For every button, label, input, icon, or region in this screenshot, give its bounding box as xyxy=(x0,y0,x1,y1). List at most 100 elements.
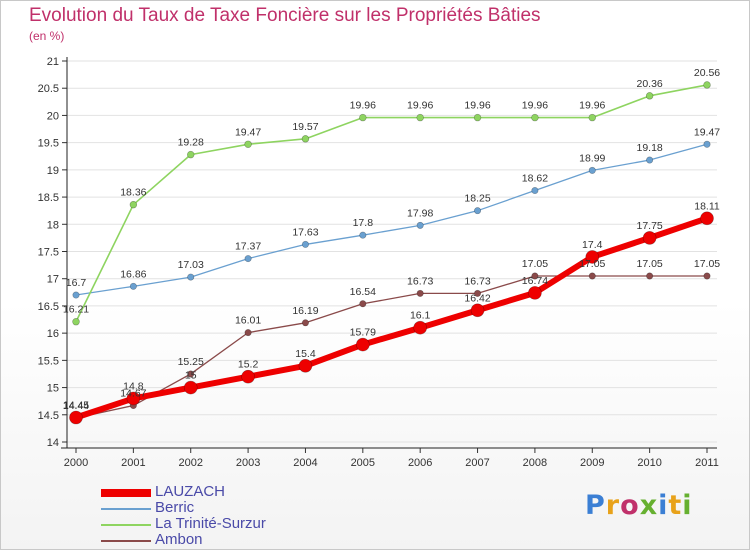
x-tick-label: 2002 xyxy=(178,457,202,469)
data-point-la-trinit-surzur xyxy=(187,150,195,159)
x-tick-label: 2005 xyxy=(351,457,375,469)
x-tick-label: 2000 xyxy=(64,457,88,469)
data-label-berric: 17.98 xyxy=(407,207,433,219)
data-label-la-trinit-surzur: 19.96 xyxy=(522,100,548,112)
logo-letter: P xyxy=(585,490,606,521)
data-label-la-trinit-surzur: 16.21 xyxy=(63,304,89,316)
legend-swatch xyxy=(101,524,151,526)
data-label-berric: 19.18 xyxy=(636,142,662,154)
data-label-lauzach: 16.1 xyxy=(410,310,431,322)
data-point-berric xyxy=(588,166,596,174)
data-point-la-trinit-surzur xyxy=(416,113,424,122)
data-point-la-trinit-surzur xyxy=(588,113,596,122)
data-point-ambon xyxy=(416,289,424,297)
data-label-lauzach: 18.11 xyxy=(694,200,720,212)
data-point-la-trinit-surzur xyxy=(129,200,138,209)
data-point-lauzach xyxy=(298,358,313,373)
data-point-berric xyxy=(703,140,711,148)
data-point-lauzach xyxy=(470,303,485,318)
data-point-la-trinit-surzur xyxy=(72,318,80,326)
x-tick-label: 2004 xyxy=(293,457,317,469)
data-label-ambon: 17.05 xyxy=(636,258,662,270)
x-tick-label: 2010 xyxy=(637,457,661,469)
y-tick-label: 17.5 xyxy=(38,247,59,259)
x-tick-label: 2007 xyxy=(465,457,489,469)
data-label-berric: 17.03 xyxy=(178,259,204,271)
data-label-lauzach: 16.42 xyxy=(464,292,490,304)
data-point-berric xyxy=(416,221,424,229)
data-point-lauzach xyxy=(183,380,198,395)
logo-letter: o xyxy=(620,490,640,521)
data-point-lauzach xyxy=(413,320,427,335)
y-tick-label: 21 xyxy=(47,56,59,68)
data-label-lauzach: 14.8 xyxy=(123,380,144,392)
data-point-ambon xyxy=(646,272,654,280)
data-label-ambon: 14.44 xyxy=(63,400,89,412)
y-tick-label: 16.5 xyxy=(38,301,59,313)
data-point-ambon xyxy=(359,300,367,308)
data-point-lauzach xyxy=(585,250,600,264)
data-labels: 16.7 16.86 17.03 17.37 17.63 17.8 17.98 18.25 18… xyxy=(63,67,720,412)
x-tick-label: 2011 xyxy=(695,457,719,469)
data-point-lauzach xyxy=(241,369,255,384)
y-tick-label: 20.5 xyxy=(38,83,59,95)
line-chart: 14 14.5 15 15.5 16 16.5 17 17.5 18 18.5 19 19.5 20 20… xyxy=(38,56,721,469)
data-label-berric: 17.37 xyxy=(235,241,261,253)
data-point-berric xyxy=(474,207,482,215)
data-point-berric xyxy=(129,282,137,290)
y-tick-label: 16 xyxy=(47,328,59,340)
y-tick-label: 15 xyxy=(47,383,59,395)
data-point-ambon xyxy=(301,319,309,327)
legend-swatch xyxy=(101,540,151,542)
data-label-berric: 19.47 xyxy=(694,126,720,138)
data-label-berric: 18.25 xyxy=(464,193,490,205)
logo-letter: i xyxy=(682,490,693,521)
data-label-la-trinit-surzur: 19.96 xyxy=(464,100,490,112)
data-label-ambon: 16.73 xyxy=(464,275,490,287)
data-point-la-trinit-surzur xyxy=(531,113,539,122)
y-tick-label: 17 xyxy=(47,274,59,286)
data-label-ambon: 15.25 xyxy=(178,356,204,368)
data-point-la-trinit-surzur xyxy=(244,140,252,148)
data-label-la-trinit-surzur: 19.28 xyxy=(178,137,204,149)
legend-label: Ambon xyxy=(155,531,203,548)
data-point-lauzach xyxy=(642,231,657,245)
data-label-lauzach: 17.4 xyxy=(582,239,603,251)
data-label-ambon: 17.05 xyxy=(694,258,720,270)
legend-label: La Trinité-Surzur xyxy=(155,515,266,532)
data-point-ambon xyxy=(187,370,195,378)
data-label-berric: 16.7 xyxy=(66,277,87,289)
series-line-lauzach xyxy=(75,215,708,421)
data-label-berric: 18.99 xyxy=(579,152,605,164)
proxiti-logo: Proxiti xyxy=(585,490,693,521)
data-point-ambon xyxy=(474,289,482,297)
logo-letter: r xyxy=(605,490,621,521)
data-point-la-trinit-surzur xyxy=(359,113,367,122)
x-tick-label: 2006 xyxy=(408,457,432,469)
data-point-berric xyxy=(531,187,539,195)
y-tick-label: 18 xyxy=(47,219,59,231)
y-tick-label: 14 xyxy=(47,437,59,449)
data-point-la-trinit-surzur xyxy=(301,135,310,143)
y-tick-label: 19 xyxy=(47,165,59,177)
chart-subtitle: (en %) xyxy=(29,29,65,43)
data-label-ambon: 17.05 xyxy=(579,258,605,270)
y-tick-label: 15.5 xyxy=(38,355,59,367)
data-label-la-trinit-surzur: 20.36 xyxy=(636,78,662,90)
data-label-lauzach: 15.79 xyxy=(350,327,376,339)
y-tick-label: 19.5 xyxy=(38,138,59,150)
data-point-lauzach xyxy=(528,286,542,300)
data-label-lauzach: 15 xyxy=(185,370,197,382)
data-label-berric: 17.63 xyxy=(292,226,318,238)
data-point-ambon xyxy=(244,329,252,337)
data-label-lauzach: 16.74 xyxy=(522,275,548,287)
data-point-berric xyxy=(301,240,309,248)
data-label-lauzach: 15.2 xyxy=(238,359,259,371)
data-label-ambon: 17.05 xyxy=(522,258,548,270)
data-point-la-trinit-surzur xyxy=(473,113,482,122)
x-tick-label: 2009 xyxy=(580,457,604,469)
logo-letter: x xyxy=(639,490,659,521)
data-label-lauzach: 14.45 xyxy=(63,400,89,412)
data-point-lauzach xyxy=(69,410,83,425)
